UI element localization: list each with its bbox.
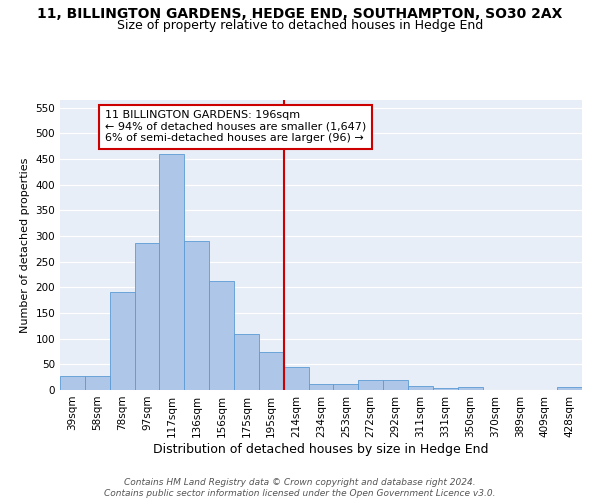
Bar	[160, 154, 184, 390]
Bar	[60, 376, 85, 390]
Bar	[134, 242, 160, 390]
Bar	[209, 280, 234, 390]
Bar	[433, 388, 458, 390]
Bar	[383, 380, 408, 390]
Bar	[308, 384, 334, 390]
Text: 11 BILLINGTON GARDENS: 196sqm
← 94% of detached houses are smaller (1,647)
6% of: 11 BILLINGTON GARDENS: 196sqm ← 94% of d…	[105, 110, 366, 144]
Text: 11, BILLINGTON GARDENS, HEDGE END, SOUTHAMPTON, SO30 2AX: 11, BILLINGTON GARDENS, HEDGE END, SOUTH…	[37, 8, 563, 22]
Bar	[408, 386, 433, 390]
Text: Distribution of detached houses by size in Hedge End: Distribution of detached houses by size …	[153, 442, 489, 456]
Bar	[184, 241, 209, 390]
Bar	[259, 352, 284, 390]
Bar	[234, 334, 259, 390]
Y-axis label: Number of detached properties: Number of detached properties	[20, 158, 30, 332]
Bar	[458, 387, 482, 390]
Bar	[334, 384, 358, 390]
Bar	[358, 380, 383, 390]
Text: Contains HM Land Registry data © Crown copyright and database right 2024.
Contai: Contains HM Land Registry data © Crown c…	[104, 478, 496, 498]
Bar	[284, 367, 308, 390]
Text: Size of property relative to detached houses in Hedge End: Size of property relative to detached ho…	[117, 19, 483, 32]
Bar	[85, 376, 110, 390]
Bar	[557, 388, 582, 390]
Bar	[110, 292, 134, 390]
